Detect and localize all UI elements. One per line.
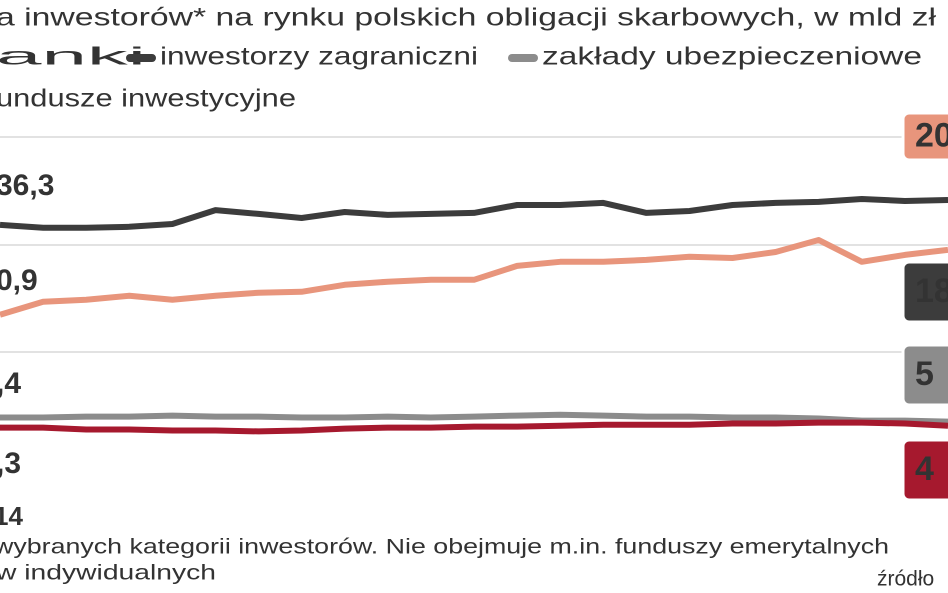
series-line bbox=[0, 237, 948, 318]
series-line bbox=[0, 196, 948, 231]
footnote: wybranych kategorii inwestorów. Nie obej… bbox=[0, 536, 889, 559]
x-tick-label: 14 bbox=[0, 501, 23, 531]
legend-label: inwestorzy zagraniczni bbox=[160, 43, 478, 71]
end-label: 20 bbox=[915, 116, 948, 154]
end-label-box bbox=[901, 111, 948, 162]
legend-label: anki bbox=[0, 43, 146, 71]
end-label: 18 bbox=[915, 272, 948, 310]
series-line bbox=[0, 411, 948, 425]
source: źródło bbox=[877, 568, 934, 591]
end-label-box bbox=[901, 343, 948, 407]
start-label: ,4 bbox=[0, 367, 21, 400]
legend-label: undusze inwestycyjne bbox=[0, 85, 296, 113]
end-label: 4 bbox=[915, 450, 934, 488]
end-label-box bbox=[901, 260, 948, 324]
footnote: w indywidualnych bbox=[0, 562, 216, 585]
start-label: ,3 bbox=[0, 447, 21, 480]
start-label: 0,9 bbox=[0, 264, 38, 297]
end-label: 5 bbox=[915, 355, 934, 393]
start-label: 36,3 bbox=[0, 169, 54, 202]
legend-label: zakłady ubezpieczeniowe bbox=[542, 43, 922, 71]
series-line bbox=[0, 419, 948, 435]
end-label-box bbox=[901, 438, 948, 502]
chart-title: a inwestorów* na rynku polskich obligacj… bbox=[0, 4, 937, 32]
